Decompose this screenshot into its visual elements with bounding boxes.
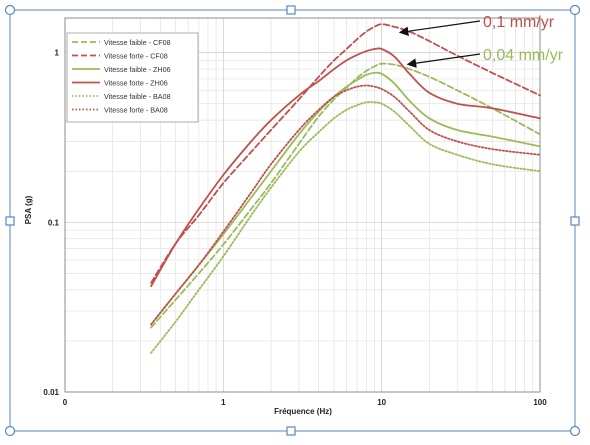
plot-area [64,17,541,393]
x-axis-label: Fréquence (Hz) [274,407,332,416]
resize-handle-top[interactable] [286,5,296,15]
annotation-label-1: 0,1 mm/yr [483,14,555,31]
x-tick-label: 0 [63,398,68,407]
y-tick-labels: 0.01 0.1 1 [43,49,59,397]
selection-frame[interactable] [4,4,581,437]
legend-label-5: Vitesse faible - BA08 [104,92,171,101]
legend: Vitesse faible - CF08 Vitesse forte - CF0… [66,32,199,123]
y-tick-label: 1 [55,49,60,58]
y-tick-label: 0.1 [48,218,60,227]
x-tick-label: 1 [221,398,226,407]
x-tick-labels: 0 1 10 100 [63,398,547,407]
series-line-3 [150,71,541,326]
legend-label-6: Vitesse forte - BA08 [104,105,168,114]
x-tick-label: 10 [377,398,386,407]
legend-label-4: Vitesse forte - ZH06 [104,78,168,87]
annotation-arrow-1 [398,20,481,37]
annotations: 0,1 mm/yr 0,04 mm/yr [398,14,564,68]
series-line-2 [150,23,541,284]
series-line-6 [150,84,541,326]
y-tick-label: 0.01 [43,388,59,397]
series-layer [150,23,541,354]
annotation-label-2: 0,04 mm/yr [483,47,564,64]
series-line-4 [150,47,541,288]
annotation-arrow-2 [406,53,481,68]
y-axis-label: PSA (g) [24,195,33,224]
x-tick-label: 100 [533,398,547,407]
series-line-5 [150,101,541,354]
resize-handle-left[interactable] [5,216,15,226]
resize-handle-top-right[interactable] [569,4,581,16]
resize-handle-bottom[interactable] [286,426,296,436]
resize-handle-bottom-left[interactable] [4,425,16,437]
legend-label-3: Vitesse faible - ZH06 [104,65,171,74]
legend-label-1: Vitesse faible - CF08 [104,38,171,47]
series-line-1 [150,62,541,329]
resize-handle-right[interactable] [570,216,580,226]
resize-handle-bottom-right[interactable] [569,425,581,437]
resize-handle-top-left[interactable] [4,4,16,16]
legend-box [66,32,199,123]
legend-label-2: Vitesse forte - CF08 [104,51,168,60]
